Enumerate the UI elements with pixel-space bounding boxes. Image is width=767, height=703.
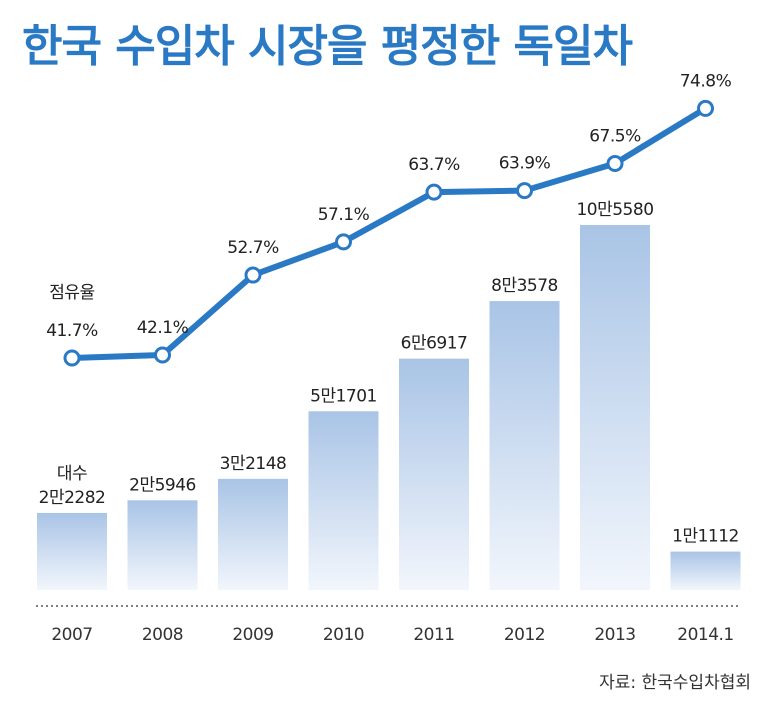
share-label-2014.1: 74.8%	[680, 71, 732, 91]
x-tick-2009: 2009	[232, 625, 273, 645]
bar-label-2009: 3만2148	[220, 454, 287, 474]
bar-label-2014.1: 1만1112	[672, 527, 739, 547]
bar-2010	[308, 411, 379, 590]
share-label-2012: 63.9%	[499, 154, 551, 174]
bar-2012	[489, 301, 560, 590]
share-point-2009	[244, 266, 262, 284]
share-label-2010: 57.1%	[318, 205, 370, 225]
share-point-2013	[606, 154, 624, 172]
x-tick-2012: 2012	[504, 625, 545, 645]
share-label-2007: 41.7%	[46, 321, 98, 341]
share-label-2013: 67.5%	[589, 126, 641, 146]
share-label-2008: 42.1%	[137, 318, 189, 338]
x-tick-2008: 2008	[142, 625, 183, 645]
bar-label-2012: 8만3578	[491, 276, 558, 296]
x-tick-2011: 2011	[413, 625, 454, 645]
bar-label-2013: 10만5580	[576, 200, 653, 220]
x-tick-2014.1: 2014.1	[677, 625, 733, 645]
x-tick-2013: 2013	[594, 625, 635, 645]
bar-2014.1	[670, 551, 741, 590]
share-point-2014.1	[697, 99, 714, 117]
bar-2007	[37, 512, 107, 590]
line-series-label: 점유율	[49, 283, 94, 303]
bar-label-2010: 5만1701	[310, 386, 377, 406]
bar-label-2008: 2만5946	[129, 475, 196, 495]
bar-label-2007: 2만2282	[39, 488, 106, 508]
bar-series-label: 대수	[57, 464, 87, 484]
bar-2013	[580, 225, 650, 590]
source-note: 자료: 한국수입차협회	[599, 673, 751, 693]
share-point-2007	[63, 349, 81, 367]
share-point-2012	[516, 182, 533, 200]
share-line	[71, 105, 708, 361]
share-point-2011	[425, 183, 443, 201]
share-label-2011: 63.7%	[408, 155, 460, 175]
chart-title: 한국 수입차 시장을 평정한 독일차	[22, 21, 633, 72]
bar-2009	[218, 478, 288, 590]
x-tick-2007: 2007	[51, 625, 92, 645]
bar-2008	[127, 500, 198, 590]
x-tick-2010: 2010	[323, 625, 364, 645]
bar-2011	[399, 358, 469, 590]
share-point-2008	[154, 346, 171, 364]
bar-label-2011: 6만6917	[401, 334, 468, 354]
share-point-2010	[335, 233, 352, 251]
share-label-2009: 52.7%	[227, 238, 279, 258]
